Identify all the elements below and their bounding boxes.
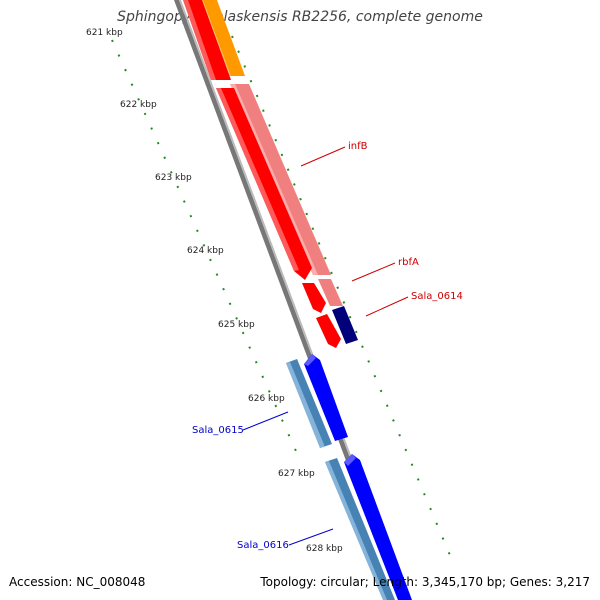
gene-labels: infB rbfA Sala_0614 Sala_0615 Sala_0616 bbox=[192, 141, 463, 551]
cds-sala0615 bbox=[304, 354, 348, 441]
gene-rbfA bbox=[318, 279, 343, 306]
topology-text: Topology: circular; Length: 3,345,170 bp… bbox=[260, 575, 590, 589]
label-sala0614: Sala_0614 bbox=[411, 291, 463, 302]
cds-sala0616 bbox=[344, 454, 412, 600]
reverse-strand-features bbox=[286, 354, 412, 600]
label-sala0615: Sala_0615 bbox=[192, 425, 244, 436]
cds-sala0614 bbox=[316, 314, 341, 348]
kbp-label: 623 kbp bbox=[155, 173, 192, 183]
kbp-ruler: 621 kbp 622 kbp 623 kbp 624 kbp 625 kbp … bbox=[86, 28, 343, 554]
label-infB: infB bbox=[348, 141, 368, 152]
kbp-label: 624 kbp bbox=[187, 246, 224, 256]
genome-backbone bbox=[174, 0, 405, 600]
accession-text: Accession: NC_008048 bbox=[9, 575, 146, 589]
gene-sala0614 bbox=[332, 306, 358, 344]
kbp-label: 627 kbp bbox=[278, 469, 315, 479]
label-rbfA: rbfA bbox=[398, 257, 419, 268]
cds-rbfA bbox=[302, 283, 326, 313]
kbp-label: 625 kbp bbox=[218, 320, 255, 330]
label-sala0616: Sala_0616 bbox=[237, 540, 289, 551]
forward-strand-features bbox=[183, 0, 358, 348]
kbp-label: 621 kbp bbox=[86, 28, 123, 38]
kbp-label: 622 kbp bbox=[120, 100, 157, 110]
kbp-label: 626 kbp bbox=[248, 394, 285, 404]
kbp-label: 628 kbp bbox=[306, 544, 343, 554]
